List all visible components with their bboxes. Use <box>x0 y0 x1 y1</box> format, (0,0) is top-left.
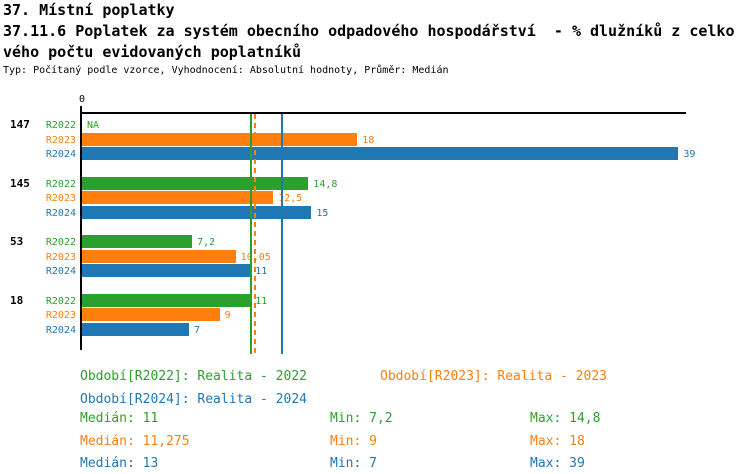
bar-147-r2024 <box>82 147 679 160</box>
series-row-label-r2022: R2022 <box>45 237 76 248</box>
report-meta: Typ: Počítaný podle vzorce, Vyhodnocení:… <box>3 65 449 76</box>
report-subtitle-line1: 37.11.6 Poplatek za systém obecního odpa… <box>3 22 735 40</box>
median-line-r2023 <box>254 114 257 354</box>
median-line-r2024 <box>280 114 283 354</box>
category-label: 53 <box>10 235 24 248</box>
stat-max-r2023: Max: 18 <box>530 434 585 449</box>
series-row-label-r2024: R2024 <box>45 207 76 219</box>
stat-min-r2023: Min: 9 <box>330 434 377 449</box>
bar-145-r2022 <box>82 176 309 190</box>
series-row-label-r2024: R2024 <box>45 149 76 160</box>
x-axis-line <box>80 112 686 114</box>
bar-18-r2024 <box>82 322 190 336</box>
bar-value-label: 7,2 <box>197 237 216 248</box>
bar-145-r2024 <box>82 205 312 219</box>
stat-median-r2022: Medián: 11 <box>80 411 159 426</box>
legend-item-r2022: Období[R2022]: Realita - 2022 <box>80 369 307 384</box>
report-section-title: 37. Místní poplatky <box>3 1 175 19</box>
x-axis-zero-tick-label: 0 <box>78 94 86 105</box>
bar-value-label: 9 <box>224 310 231 321</box>
bar-value-label: 12,5 <box>278 193 303 204</box>
series-row-label-r2024: R2024 <box>45 324 76 336</box>
bar-value-label: NA <box>87 120 100 131</box>
series-row-label-r2023: R2023 <box>45 134 76 146</box>
category-label: 18 <box>10 293 24 307</box>
bar-53-r2023 <box>82 249 236 263</box>
series-row-label-r2023: R2023 <box>45 310 76 321</box>
bar-value-label: 39 <box>683 149 696 160</box>
stat-max-r2024: Max: 39 <box>530 456 585 471</box>
bar-18-r2023 <box>82 308 220 321</box>
bar-53-r2022 <box>82 235 193 248</box>
legend-item-r2024: Období[R2024]: Realita - 2024 <box>80 392 307 407</box>
median-line-r2022 <box>250 114 253 354</box>
category-label: 147 <box>10 118 30 131</box>
series-row-label-r2022: R2022 <box>45 120 76 131</box>
bar-53-r2024 <box>82 264 251 277</box>
bar-value-label: 18 <box>362 134 375 146</box>
stat-max-r2022: Max: 14,8 <box>530 411 601 426</box>
series-row-label-r2024: R2024 <box>45 266 76 277</box>
legend-item-r2023: Období[R2023]: Realita - 2023 <box>380 369 607 384</box>
bar-value-label: 7 <box>194 324 201 336</box>
series-row-label-r2023: R2023 <box>45 251 76 263</box>
series-row-label-r2023: R2023 <box>45 193 76 204</box>
bar-value-label: 11 <box>255 266 268 277</box>
stat-median-r2024: Medián: 13 <box>80 456 159 471</box>
bar-145-r2023 <box>82 191 274 204</box>
series-row-label-r2022: R2022 <box>45 178 76 190</box>
series-row-label-r2022: R2022 <box>45 295 76 307</box>
bar-value-label: 11 <box>255 295 268 307</box>
bar-value-label: 14,8 <box>313 178 338 190</box>
bar-18-r2022 <box>82 293 251 307</box>
category-label: 145 <box>10 176 30 190</box>
stat-min-r2022: Min: 7,2 <box>330 411 393 426</box>
stat-median-r2023: Medián: 11,275 <box>80 434 190 449</box>
bar-value-label: 15 <box>316 207 329 219</box>
report-subtitle-line2: vého počtu evidovaných poplatníků <box>3 43 302 61</box>
stat-min-r2024: Min: 7 <box>330 456 377 471</box>
y-axis-line <box>80 106 82 350</box>
bar-147-r2023 <box>82 132 358 146</box>
